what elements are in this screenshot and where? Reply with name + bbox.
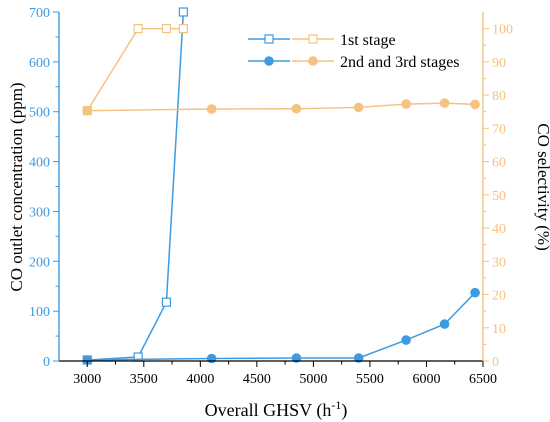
data-point-circle [82,105,93,116]
x-tick-label: 3000 [73,372,101,387]
series-1 [82,24,188,116]
x-axis-title: Overall GHSV (h-1) [205,398,348,421]
y-right-tick-label: 100 [492,23,513,38]
x-tick-label: 6500 [469,372,497,387]
data-point-circle [353,102,364,113]
data-point-square [161,24,172,34]
y-left-tick-label: 0 [43,355,50,370]
data-point-square [308,34,318,44]
data-point-circle [439,319,450,329]
y-right-tick-label: 0 [492,355,499,370]
series-line [87,292,476,361]
y-left-tick-label: 600 [29,56,50,71]
series-3 [82,98,480,116]
series-line [86,27,184,112]
data-point-circle [264,56,274,66]
y-left-tick-label: 300 [29,205,50,220]
y-left-tick-label: 500 [29,106,50,121]
series-2 [82,287,480,365]
x-axis-title-main: Overall GHSV (h [205,400,332,421]
series-line-group [87,12,185,361]
data-point-square [264,34,274,44]
legend-entry: 2nd and 3rd stages [248,54,460,71]
series-line [87,12,185,361]
data-point-square [161,297,172,307]
series-line-group [87,292,476,361]
y-axis-left-title: CO outlet concentration (ppm) [7,82,26,291]
series-0 [82,7,188,365]
data-point-circle [401,99,411,109]
y-left-tick-label: 400 [29,156,50,171]
data-point-square [178,7,188,17]
x-axis-title-superscript: -1 [331,398,341,412]
y-right-tick-label: 90 [492,56,506,71]
data-point-circle [308,56,318,66]
y-left-tick-label: 100 [29,305,50,320]
data-point-circle [439,98,450,108]
data-point-square [178,24,188,34]
x-tick-label: 6000 [412,372,440,387]
series-layer [82,7,480,365]
series-line-group [86,27,184,112]
data-point-circle [401,335,411,345]
y-right-tick-label: 50 [492,189,506,204]
series-line-group [87,102,476,112]
data-point-circle [291,103,302,114]
y-right-tick-label: 70 [492,122,506,137]
data-point-circle [470,99,480,110]
x-axis-title-close: ) [341,400,347,421]
y-left-tick-label: 200 [29,255,50,270]
data-point-circle [470,287,480,298]
series-line [87,102,476,112]
data-point-circle [353,353,364,363]
x-tick-label: 5500 [356,372,384,387]
y-right-tick-label: 10 [492,322,506,337]
data-point-square [133,24,143,34]
y-right-tick-label: 80 [492,89,506,104]
legend-entry: 1st stage [248,32,396,49]
x-tick-label: 5000 [299,372,327,387]
x-tick-label: 3500 [130,372,158,387]
y-left-tick-label: 700 [29,6,50,21]
legend-label: 2nd and 3rd stages [340,54,460,71]
legend-label: 1st stage [340,32,396,49]
y-right-tick-label: 30 [492,255,506,270]
y-right-tick-label: 40 [492,222,506,237]
y-right-tick-label: 60 [492,156,506,171]
data-point-circle [291,353,302,363]
axes-layer: 3000 3500 4000 4500 5000 5500 6000 650001002003… [29,6,513,387]
y-axis-right-title: CO selectivity (%) [534,123,550,250]
legend: 1st stage 2nd and 3rd stages [248,32,460,71]
x-tick-label: 4500 [243,372,271,387]
data-point-circle [206,104,217,114]
y-right-tick-label: 20 [492,289,506,304]
x-tick-label: 4000 [186,372,214,387]
